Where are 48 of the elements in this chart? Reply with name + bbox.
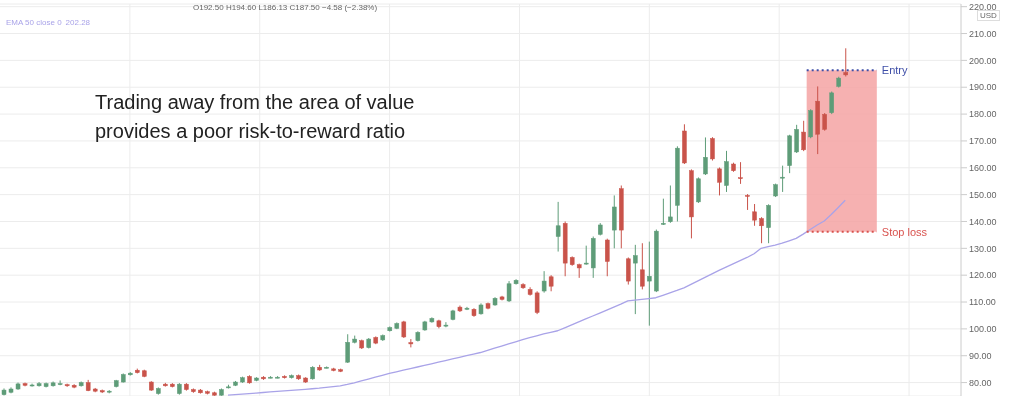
- candlestick: [794, 124, 799, 154]
- y-tick-label: 180.00: [969, 109, 997, 120]
- candlestick: [605, 238, 610, 277]
- candlestick: [583, 245, 589, 266]
- y-tick-label: 190.00: [969, 82, 997, 93]
- candlestick: [801, 120, 806, 152]
- candlestick: [703, 136, 708, 176]
- candlestick: [738, 161, 743, 185]
- candlestick: [626, 256, 631, 286]
- annotation: Trading away from the area of value provides a poor risk-to-reward ratio: [95, 90, 416, 144]
- text: EMA 50 close 0: [6, 18, 62, 27]
- candlestick: [640, 242, 645, 290]
- y-tick-label: 150.00: [969, 189, 997, 200]
- candlestick: [759, 216, 764, 244]
- y-tick-label: 140.00: [969, 216, 997, 227]
- candlestick: [766, 203, 771, 244]
- y-tick-label: 170.00: [969, 136, 997, 147]
- candlestick: [780, 165, 785, 193]
- y-tick-label: 90.00: [969, 350, 992, 361]
- candlestick: [752, 203, 757, 227]
- candlestick: [717, 167, 722, 196]
- y-tick-label: 100.00: [969, 324, 997, 335]
- candlestick: [541, 270, 547, 294]
- candlestick: [724, 150, 729, 193]
- y-tick-label: 80.00: [969, 377, 992, 388]
- candlestick: [612, 194, 617, 249]
- y-tick-label: 110.00: [969, 297, 996, 308]
- candlestick: [555, 201, 561, 253]
- candlestick: [647, 241, 652, 327]
- candlestick: [696, 176, 701, 204]
- candlestick: [710, 136, 715, 162]
- y-tick-label: 220.00: [969, 1, 997, 12]
- ref-line-label: Entry: [881, 64, 908, 77]
- y-tick-label: 130.00: [969, 243, 997, 254]
- y-tick-label: 210.00: [969, 28, 997, 39]
- y-tick-label: 200.00: [969, 55, 997, 66]
- ref-line-label: Stop loss: [881, 225, 928, 238]
- candlestick: [633, 244, 638, 315]
- candlestick: [345, 333, 350, 364]
- line-series: [227, 199, 846, 396]
- y-tick-label: 160.00: [969, 162, 997, 173]
- annotation: 202.28: [65, 18, 91, 27]
- y-tick-label: 120.00: [969, 270, 997, 281]
- candlestick: [661, 198, 666, 226]
- candlestick: [668, 185, 673, 224]
- y-axis-title: USD: [977, 10, 1000, 21]
- annotation: O192.50 H194.60 L186.13 C187.50 −4.58 (−2.38%): [193, 3, 378, 12]
- candlestick: [843, 47, 848, 77]
